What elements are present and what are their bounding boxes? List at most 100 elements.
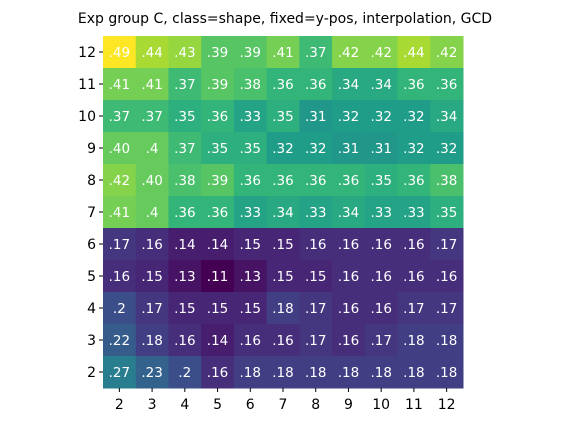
heatmap-cell	[364, 132, 399, 165]
cell-label: .37	[141, 109, 162, 125]
heatmap-cell	[266, 68, 300, 101]
cell-label: .36	[272, 77, 293, 93]
cell-label: .34	[338, 77, 359, 93]
cell-label: .16	[436, 269, 457, 285]
heatmap-cell	[135, 36, 169, 69]
cell-label: .36	[338, 173, 359, 189]
heatmap-cell	[364, 324, 399, 357]
cell-label: .35	[207, 141, 228, 157]
heatmap-cell	[364, 164, 399, 197]
y-tick-label: 9	[87, 141, 96, 157]
cell-label: .14	[174, 237, 195, 253]
heatmap-cell	[364, 100, 399, 133]
heatmap-cell	[397, 292, 431, 325]
cell-label: .37	[174, 77, 195, 93]
heatmap-cell	[364, 36, 399, 69]
cell-label: .31	[305, 109, 326, 125]
y-tick-label: 4	[87, 301, 96, 317]
cell-label: .34	[272, 205, 293, 221]
cell-label: .16	[207, 365, 228, 381]
heatmap-cell	[266, 228, 300, 261]
heatmap-cell	[397, 68, 431, 101]
cell-label: .15	[174, 301, 195, 317]
heatmap-cell	[135, 356, 169, 389]
y-tick-label: 10	[78, 109, 96, 125]
cell-label: .33	[240, 109, 261, 125]
cell-label: .4	[146, 205, 159, 221]
heatmap-cell	[168, 228, 202, 261]
cell-label: .14	[207, 333, 228, 349]
heatmap-cell	[397, 324, 431, 357]
cell-label: .42	[436, 45, 457, 61]
heatmap-cell	[103, 164, 137, 197]
heatmap-cell	[233, 68, 268, 101]
heatmap-cell	[299, 356, 333, 389]
heatmap-cell	[135, 132, 169, 165]
heatmap-cell	[364, 196, 399, 229]
cell-label: .17	[436, 237, 457, 253]
x-tick-label: 9	[344, 397, 353, 413]
cell-label: .17	[370, 333, 391, 349]
cell-label: .16	[370, 301, 391, 317]
cell-label: .37	[174, 141, 195, 157]
cell-label: .16	[403, 269, 424, 285]
heatmap-cell	[299, 324, 333, 357]
heatmap-cell	[364, 292, 399, 325]
heatmap-cell	[103, 292, 137, 325]
heatmap-cell	[168, 196, 202, 229]
heatmap-cell	[430, 164, 464, 197]
cell-label: .36	[305, 77, 326, 93]
heatmap-cell	[266, 324, 300, 357]
heatmap-cell	[397, 196, 431, 229]
x-tick-label: 8	[311, 397, 320, 413]
heatmap-cell	[201, 164, 235, 197]
cell-label: .17	[403, 301, 424, 317]
heatmap-cell	[103, 260, 137, 293]
heatmap-cell	[103, 356, 137, 389]
heatmap-cell	[266, 292, 300, 325]
cell-label: .33	[305, 205, 326, 221]
x-tick-label: 7	[279, 397, 288, 413]
heatmap-cell	[103, 132, 137, 165]
heatmap-cell	[233, 292, 268, 325]
cell-label: .16	[174, 333, 195, 349]
cell-label: .39	[207, 45, 228, 61]
heatmap-cell	[201, 228, 235, 261]
heatmap-cell	[299, 164, 333, 197]
cell-label: .16	[403, 237, 424, 253]
cell-label: .2	[178, 365, 191, 381]
heatmap-cell	[168, 260, 202, 293]
cell-label: .15	[272, 269, 293, 285]
y-tick-label: 6	[87, 237, 96, 253]
cell-label: .41	[109, 205, 130, 221]
cell-label: .16	[370, 237, 391, 253]
heatmap-cell	[201, 292, 235, 325]
heatmap-cell	[397, 36, 431, 69]
heatmap-cell	[332, 356, 366, 389]
cell-label: .18	[403, 365, 424, 381]
heatmap-cell	[430, 196, 464, 229]
heatmap-cell	[168, 132, 202, 165]
heatmap-cell	[299, 292, 333, 325]
cell-label: .16	[240, 333, 261, 349]
cell-label: .42	[370, 45, 391, 61]
cell-label: .32	[370, 109, 391, 125]
x-tick-label: 10	[372, 397, 390, 413]
cell-label: .17	[305, 333, 326, 349]
heatmap-cell	[397, 132, 431, 165]
heatmap-cell	[233, 36, 268, 69]
cell-label: .18	[272, 365, 293, 381]
heatmap-cell	[168, 324, 202, 357]
heatmap-cell	[135, 228, 169, 261]
cell-label: .36	[403, 77, 424, 93]
cell-label: .44	[141, 45, 162, 61]
cell-label: .35	[370, 173, 391, 189]
cell-label: .16	[338, 333, 359, 349]
cell-label: .31	[338, 141, 359, 157]
x-tick-label: 2	[115, 397, 124, 413]
cell-label: .37	[305, 45, 326, 61]
heatmap-cell	[299, 36, 333, 69]
heatmap-cell	[364, 228, 399, 261]
y-tick-label: 2	[87, 365, 96, 381]
cell-label: .39	[207, 173, 228, 189]
